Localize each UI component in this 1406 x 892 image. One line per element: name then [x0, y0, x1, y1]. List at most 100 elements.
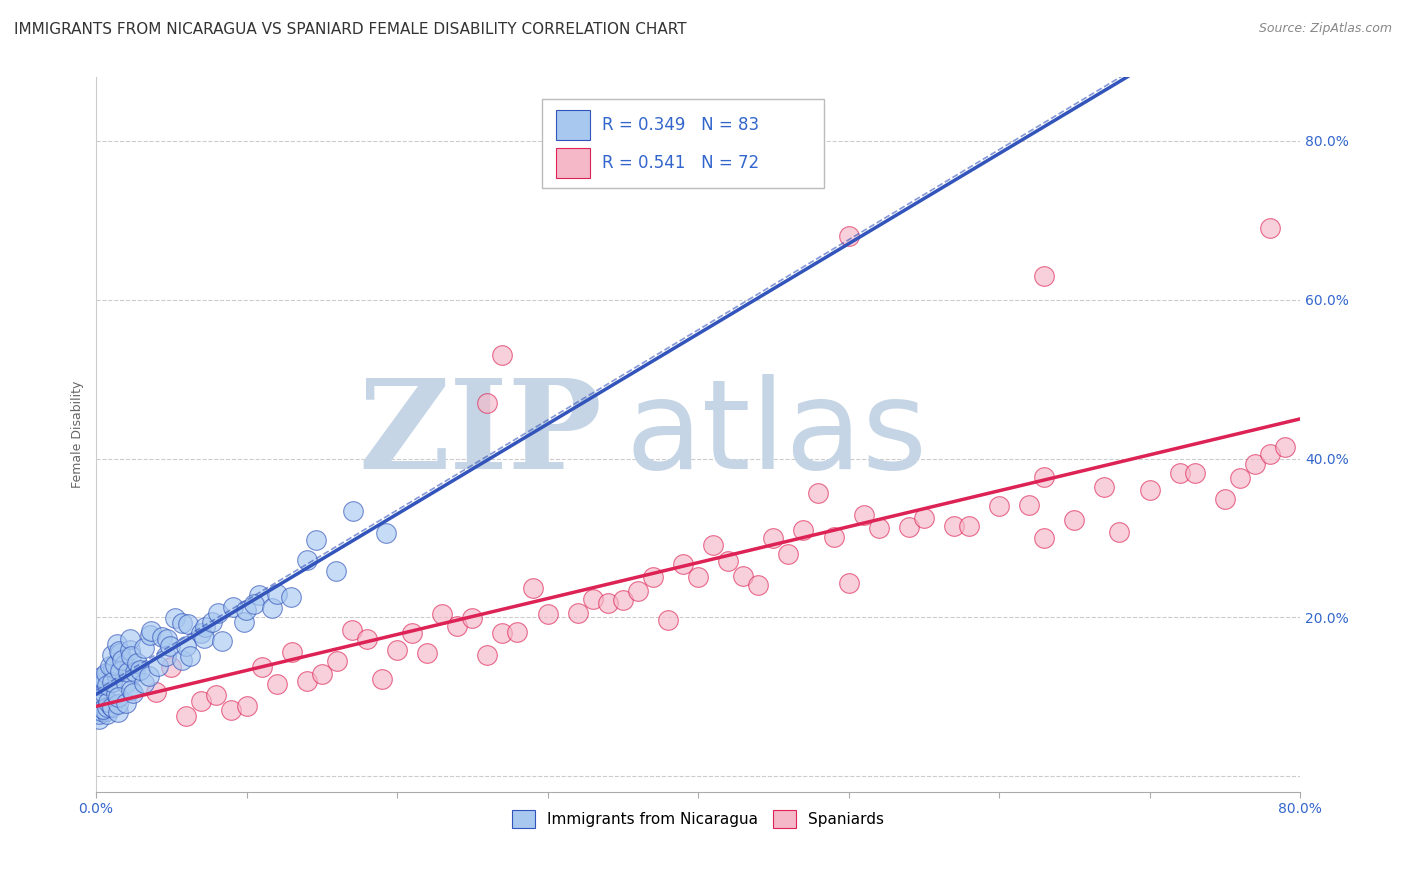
Point — [1168, 466, 1191, 480]
Point — [170, 653, 193, 667]
Point — [93, 686, 115, 700]
Point — [150, 630, 173, 644]
Text: R = 0.349   N = 83: R = 0.349 N = 83 — [602, 116, 759, 134]
Point — [101, 648, 124, 662]
Point — [235, 698, 257, 713]
Point — [266, 586, 288, 600]
Point — [96, 700, 118, 714]
Point — [1108, 524, 1130, 539]
Point — [207, 606, 229, 620]
Point — [107, 705, 129, 719]
Point — [311, 666, 333, 681]
Point — [141, 624, 163, 638]
Point — [702, 537, 724, 551]
Point — [96, 665, 118, 680]
Point — [385, 643, 408, 657]
Point — [491, 626, 513, 640]
Point — [356, 632, 378, 647]
Point — [165, 610, 187, 624]
Point — [1258, 221, 1281, 235]
Point — [104, 658, 127, 673]
Point — [733, 568, 755, 582]
Point — [98, 659, 121, 673]
Point — [852, 508, 875, 522]
Point — [221, 599, 243, 614]
Point — [96, 678, 118, 692]
Point — [1184, 467, 1206, 481]
Point — [104, 667, 127, 681]
Point — [506, 625, 529, 640]
Point — [461, 611, 484, 625]
Point — [326, 654, 349, 668]
Y-axis label: Female Disability: Female Disability — [72, 381, 84, 489]
Point — [107, 690, 129, 705]
Point — [117, 665, 139, 679]
Point — [897, 520, 920, 534]
Point — [94, 705, 117, 719]
Point — [1244, 457, 1267, 471]
Point — [90, 696, 112, 710]
Point — [1033, 268, 1056, 283]
Point — [823, 530, 845, 544]
Point — [205, 688, 228, 702]
Point — [94, 703, 117, 717]
Point — [232, 615, 254, 629]
Point — [121, 685, 143, 699]
Point — [174, 639, 197, 653]
Point — [96, 667, 118, 681]
Point — [176, 709, 198, 723]
Point — [190, 694, 212, 708]
Point — [1213, 492, 1236, 507]
Point — [612, 592, 634, 607]
Point — [491, 348, 513, 362]
Point — [235, 603, 257, 617]
Point — [93, 701, 115, 715]
Text: atlas: atlas — [626, 375, 928, 495]
Point — [90, 704, 112, 718]
Point — [96, 707, 118, 722]
Point — [108, 647, 131, 661]
Point — [129, 663, 152, 677]
Point — [104, 687, 127, 701]
Point — [280, 645, 302, 659]
Point — [211, 634, 233, 648]
Point — [325, 565, 347, 579]
Point — [176, 616, 198, 631]
Point — [201, 615, 224, 630]
Point — [87, 712, 110, 726]
Point — [101, 699, 124, 714]
Point — [657, 613, 679, 627]
Point — [596, 596, 619, 610]
Point — [522, 581, 544, 595]
Point — [838, 229, 860, 244]
Point — [266, 677, 288, 691]
Point — [686, 569, 709, 583]
Point — [1258, 447, 1281, 461]
Point — [778, 547, 800, 561]
Text: R = 0.541   N = 72: R = 0.541 N = 72 — [602, 154, 759, 172]
Point — [247, 588, 270, 602]
Point — [105, 636, 128, 650]
Point — [1229, 471, 1251, 485]
Point — [120, 682, 142, 697]
Point — [1139, 483, 1161, 497]
Point — [1033, 531, 1056, 545]
Point — [807, 485, 830, 500]
Point — [477, 396, 499, 410]
Text: IMMIGRANTS FROM NICARAGUA VS SPANIARD FEMALE DISABILITY CORRELATION CHART: IMMIGRANTS FROM NICARAGUA VS SPANIARD FE… — [14, 22, 686, 37]
Point — [100, 698, 122, 713]
Point — [838, 576, 860, 591]
Point — [138, 628, 160, 642]
Point — [118, 643, 141, 657]
Point — [111, 653, 134, 667]
Point — [87, 707, 110, 722]
Point — [91, 678, 114, 692]
FancyBboxPatch shape — [555, 148, 589, 178]
Point — [120, 632, 142, 646]
Point — [416, 646, 439, 660]
Point — [90, 670, 112, 684]
Point — [942, 519, 965, 533]
Point — [446, 618, 468, 632]
Point — [194, 620, 217, 634]
Point — [89, 678, 111, 692]
